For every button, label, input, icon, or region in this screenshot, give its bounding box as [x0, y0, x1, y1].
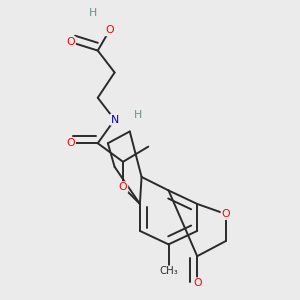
- Text: CH₃: CH₃: [159, 266, 178, 276]
- Text: O: O: [67, 138, 75, 148]
- Text: H: H: [88, 8, 97, 19]
- Text: O: O: [193, 278, 202, 288]
- Text: H: H: [134, 110, 142, 120]
- Text: O: O: [67, 37, 75, 47]
- Text: O: O: [119, 182, 127, 192]
- Text: O: O: [105, 25, 114, 35]
- Text: N: N: [110, 115, 119, 125]
- Text: O: O: [221, 209, 230, 219]
